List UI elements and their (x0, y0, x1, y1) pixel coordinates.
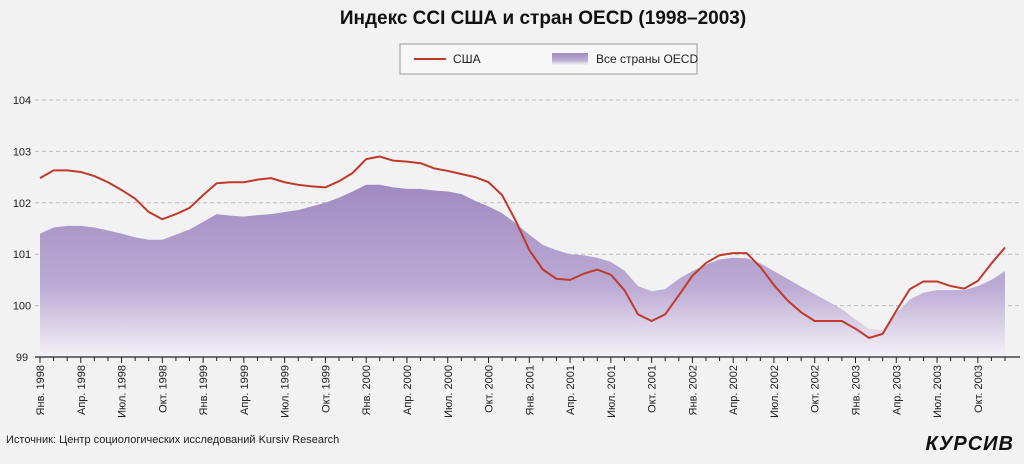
y-tick-label: 100 (13, 301, 31, 313)
chart-title: Индекс CCI США и стран OECD (1998–2003) (340, 8, 746, 29)
legend-box (399, 43, 698, 75)
legend-label-usa: США (453, 52, 481, 66)
y-tick-label: 102 (13, 198, 31, 210)
brand-logo: КУРСИВ (926, 433, 1014, 455)
x-tick-label: Июл. 2002 (769, 365, 781, 418)
y-tick-label: 103 (13, 146, 31, 158)
legend: США Все страны OECD (399, 43, 698, 75)
x-tick-label: Июл. 2003 (932, 365, 944, 418)
line-layer (39, 155, 1006, 339)
x-tick-label: Апр. 1998 (76, 365, 88, 415)
y-tick-label: 101 (13, 249, 31, 261)
x-axis: Янв. 1998 Апр. 1998 Июл. 1998 Окт. 1998 Янв.… (35, 356, 1020, 418)
x-tick-label: Окт. 2000 (484, 365, 496, 413)
x-tick-label: Окт. 2001 (647, 365, 659, 413)
y-axis: 99 100 101 102 103 104 (13, 95, 31, 364)
x-tick-label: Апр. 2000 (402, 365, 414, 415)
x-tick-label: Июл. 2001 (606, 365, 618, 418)
x-tick-label: Янв. 1999 (198, 365, 210, 415)
y-tick-label: 104 (13, 95, 31, 107)
legend-swatch-oecd (552, 53, 588, 65)
x-tick-label: Окт. 1998 (157, 365, 169, 413)
x-tick-label: Июл. 1999 (280, 365, 292, 418)
plot-area (40, 184, 1005, 357)
x-tick-label: Янв. 2001 (524, 365, 536, 415)
x-tick-label: Окт. 2003 (973, 365, 985, 413)
x-tick-label: Апр. 2002 (728, 365, 740, 415)
x-tick-label: Окт. 2002 (810, 365, 822, 413)
x-tick-label: Июл. 1998 (117, 365, 129, 418)
x-tick-label: Апр. 1999 (239, 365, 251, 415)
x-tick-label: Янв. 2000 (361, 365, 373, 415)
series-oecd-area (40, 184, 1005, 357)
x-tick-label: Июл. 2000 (443, 365, 455, 418)
source-note: Источник: Центр социологических исследов… (6, 434, 339, 446)
x-tick-label: Апр. 2003 (891, 365, 903, 415)
x-tick-label: Янв. 2003 (850, 365, 862, 415)
x-tick-label: Янв. 2002 (687, 365, 699, 415)
x-tick-label: Апр. 2001 (565, 365, 577, 415)
y-tick-label: 99 (16, 352, 28, 364)
x-tick-label: Янв. 1998 (35, 365, 47, 415)
x-tick-label: Окт. 1999 (320, 365, 332, 413)
series-usa-line (39, 155, 1006, 339)
legend-label-oecd: Все страны OECD (596, 52, 698, 66)
